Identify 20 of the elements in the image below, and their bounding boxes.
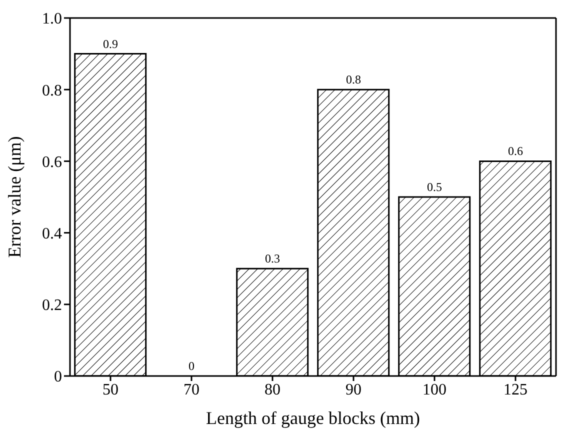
x-tick-label: 70 [184, 381, 200, 398]
data-label: 0.5 [427, 180, 442, 194]
x-tick-label: 125 [504, 381, 528, 398]
y-tick-label: 0.4 [42, 225, 62, 242]
y-tick-label: 0.2 [42, 297, 62, 314]
x-tick-label: 50 [102, 381, 118, 398]
data-label: 0.8 [346, 72, 361, 87]
x-tick-label: 80 [264, 381, 280, 398]
data-label: 0.9 [103, 36, 118, 51]
x-tick-label: 90 [346, 381, 362, 398]
data-label: 0 [188, 359, 194, 373]
x-tick-label: 100 [422, 381, 446, 398]
y-tick-label: 0 [54, 368, 62, 386]
y-tick-label: 1.0 [42, 10, 62, 28]
data-label: 0.3 [265, 252, 280, 266]
x-axis-title: Length of gauge blocks (mm) [206, 408, 420, 428]
y-tick-label: 0.6 [42, 154, 62, 171]
data-label: 0.6 [508, 144, 523, 158]
y-axis-title: Error value (μm) [4, 136, 24, 258]
y-tick-label: 0.8 [42, 82, 62, 100]
